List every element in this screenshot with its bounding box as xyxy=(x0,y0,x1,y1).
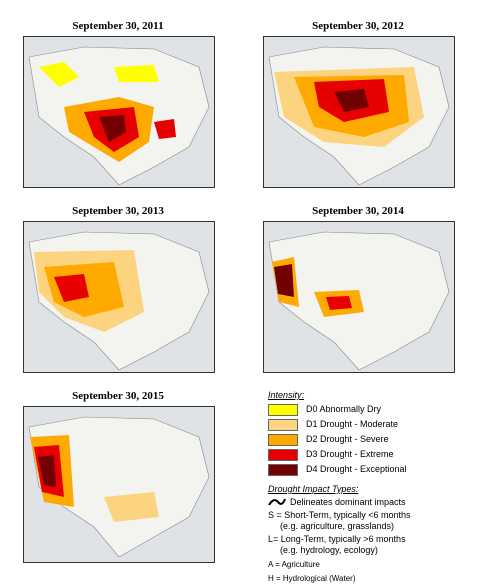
hydrological-label: H = Hydrological (Water) xyxy=(268,574,356,583)
impact-line-label: Delineates dominant impacts xyxy=(290,497,406,507)
panel-title: September 30, 2013 xyxy=(72,205,164,217)
legend-label: D3 Drought - Extreme xyxy=(306,449,394,459)
legend-item-d3: D3 Drought - Extreme xyxy=(268,448,478,463)
swatch-d1 xyxy=(268,419,298,431)
legend-label: D4 Drought - Exceptional xyxy=(306,464,407,474)
map-panel-2013: September 30, 2013 xyxy=(20,205,216,375)
legend-item-d2: D2 Drought - Severe xyxy=(268,433,478,448)
legend: Intensity: D0 Abnormally Dry D1 Drought … xyxy=(268,390,478,584)
legend-item-d4: D4 Drought - Exceptional xyxy=(268,463,478,478)
short-term-line2: (e.g. agriculture, grasslands) xyxy=(280,521,395,531)
drought-map-2014 xyxy=(263,221,455,373)
impact-line-icon xyxy=(268,498,286,506)
legend-label: D0 Abnormally Dry xyxy=(306,404,382,414)
map-panel-2011: September 30, 2011 xyxy=(20,20,216,190)
legend-item-d1: D1 Drought - Moderate xyxy=(268,418,478,433)
panel-title: September 30, 2014 xyxy=(312,205,404,217)
legend-item-d0: D0 Abnormally Dry xyxy=(268,403,478,418)
swatch-d2 xyxy=(268,434,298,446)
swatch-d4 xyxy=(268,464,298,476)
agriculture-label: A = Agriculture xyxy=(268,560,320,569)
drought-map-2013 xyxy=(23,221,215,373)
drought-map-2015 xyxy=(23,406,215,563)
drought-map-2011 xyxy=(23,36,215,188)
swatch-d0 xyxy=(268,404,298,416)
impact-line-item: Delineates dominant impacts xyxy=(268,497,478,508)
map-panel-2012: September 30, 2012 xyxy=(260,20,456,190)
map-panel-2014: September 30, 2014 xyxy=(260,205,456,375)
panel-title: September 30, 2012 xyxy=(312,20,404,32)
drought-map-2012 xyxy=(263,36,455,188)
legend-label: D1 Drought - Moderate xyxy=(306,419,399,429)
short-term-line1: S = Short-Term, typically <6 months xyxy=(268,510,411,520)
legend-label: D2 Drought - Severe xyxy=(306,434,389,444)
map-panel-2015: September 30, 2015 xyxy=(20,390,216,565)
impact-title: Drought Impact Types: xyxy=(268,484,359,494)
swatch-d3 xyxy=(268,449,298,461)
intensity-title: Intensity: xyxy=(268,390,305,400)
panel-title: September 30, 2011 xyxy=(72,20,164,32)
long-term-line2: (e.g. hydrology, ecology) xyxy=(280,545,378,555)
panel-title: September 30, 2015 xyxy=(72,390,164,402)
long-term-line1: L= Long-Term, typically >6 months xyxy=(268,534,406,544)
